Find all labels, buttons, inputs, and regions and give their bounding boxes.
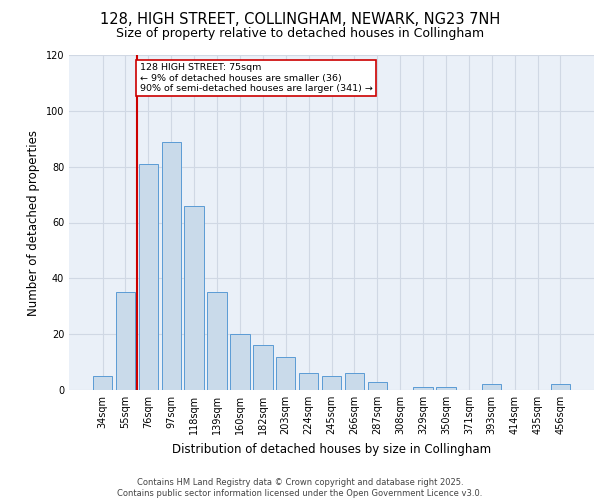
Bar <box>139 164 158 390</box>
Bar <box>116 292 135 390</box>
X-axis label: Distribution of detached houses by size in Collingham: Distribution of detached houses by size … <box>172 442 491 456</box>
Bar <box>93 376 112 390</box>
Bar <box>276 356 295 390</box>
Bar <box>230 334 250 390</box>
Bar <box>161 142 181 390</box>
Bar <box>551 384 570 390</box>
Text: 128, HIGH STREET, COLLINGHAM, NEWARK, NG23 7NH: 128, HIGH STREET, COLLINGHAM, NEWARK, NG… <box>100 12 500 28</box>
Bar <box>299 373 319 390</box>
Bar <box>253 346 272 390</box>
Text: Size of property relative to detached houses in Collingham: Size of property relative to detached ho… <box>116 28 484 40</box>
Bar <box>344 373 364 390</box>
Y-axis label: Number of detached properties: Number of detached properties <box>27 130 40 316</box>
Bar <box>436 387 455 390</box>
Bar <box>368 382 387 390</box>
Bar <box>208 292 227 390</box>
Text: Contains HM Land Registry data © Crown copyright and database right 2025.
Contai: Contains HM Land Registry data © Crown c… <box>118 478 482 498</box>
Text: 128 HIGH STREET: 75sqm
← 9% of detached houses are smaller (36)
90% of semi-deta: 128 HIGH STREET: 75sqm ← 9% of detached … <box>140 64 373 93</box>
Bar <box>482 384 502 390</box>
Bar <box>184 206 204 390</box>
Bar <box>413 387 433 390</box>
Bar <box>322 376 341 390</box>
